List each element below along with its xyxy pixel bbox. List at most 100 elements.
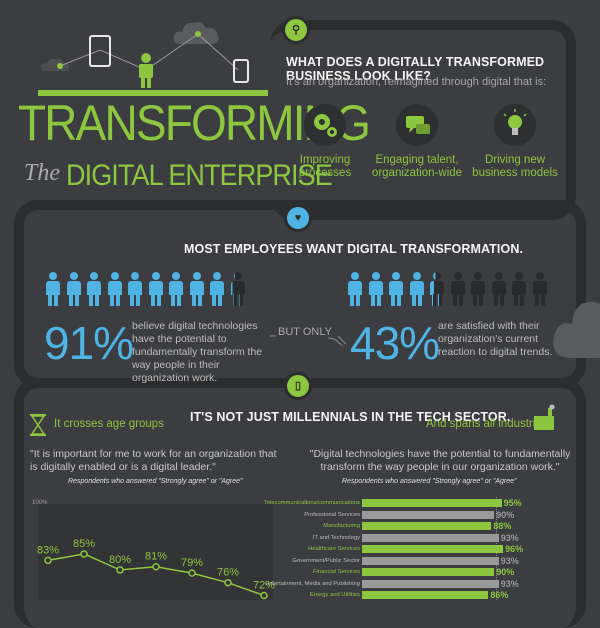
feature-driving-business-models: Driving new business models <box>460 104 570 180</box>
section1-subheading: It's an organization, reimagined through… <box>286 76 547 88</box>
section3-heading: IT'S NOT JUST MILLENNIALS IN THE TECH SE… <box>190 410 511 424</box>
arrow-icon <box>270 335 347 347</box>
data-point <box>152 562 160 571</box>
y-tick-label: 100% <box>32 500 48 506</box>
feature-improving-processes: Improving processes <box>270 104 380 180</box>
stat1-percent: 91% <box>44 317 134 369</box>
value-label: 96% <box>505 544 524 554</box>
left-caption: Respondents who answered "Strongly agree… <box>68 478 243 485</box>
category-label: Manufacturing <box>323 523 360 529</box>
gears-icon <box>304 104 346 146</box>
age-line-chart: 100% 83% 85% 80% 81% 79% 76% 72% <box>32 500 275 600</box>
bar <box>362 556 499 565</box>
right-label: And spans all industries <box>426 418 548 430</box>
bar-row: Energy and Utilities 86% <box>262 589 552 601</box>
data-label: 83% <box>37 544 59 556</box>
category-label: Entertainment, Media and Publishing <box>265 580 360 587</box>
stat2-percent: 43% <box>350 317 440 369</box>
data-label: 79% <box>181 557 203 569</box>
road-top <box>270 20 576 220</box>
category-label: Telecommunications/communications <box>263 500 360 506</box>
value-label: 93% <box>500 555 519 566</box>
data-point <box>80 550 88 558</box>
bar <box>362 579 499 588</box>
bar <box>362 510 495 519</box>
tablet-icon: ▯ <box>284 372 312 400</box>
data-point <box>44 556 52 565</box>
person-icon <box>346 272 364 306</box>
cloud-icon <box>553 301 600 358</box>
bar-row: Healthcare Services 96% <box>262 543 552 555</box>
person-icon <box>167 272 185 306</box>
bar-row: Professional Services 90% <box>262 509 552 521</box>
hero-title-line2: DIGITAL ENTERPRISE <box>66 159 333 192</box>
value-label: 90% <box>496 567 515 577</box>
person-icon <box>387 272 405 306</box>
factory-icon <box>534 404 555 430</box>
category-label: Healthcare Services <box>308 546 360 552</box>
bar-row: Entertainment, Media and Publishing 93% <box>262 578 552 590</box>
data-label: 72% <box>253 579 275 591</box>
data-label: 76% <box>217 567 239 579</box>
right-caption: Respondents who answered "Strongly agree… <box>342 478 517 485</box>
heart-icon: ♥ <box>284 204 312 232</box>
bar <box>362 591 489 599</box>
left-label: It crosses age groups <box>54 418 164 430</box>
person-icon <box>490 272 508 306</box>
bar-row: Manufacturing 88% <box>262 520 552 532</box>
data-point <box>116 566 124 574</box>
data-label: 81% <box>145 551 167 563</box>
data-point <box>224 578 232 587</box>
bar-row: Government/Public Sector 93% <box>262 555 552 567</box>
person-icon <box>229 272 247 306</box>
person-icon <box>469 272 487 306</box>
data-label: 80% <box>109 554 131 566</box>
bar <box>362 522 492 530</box>
bar-row: IT and Technology 93% <box>262 532 552 544</box>
stat1-text: believe digital technologies have the po… <box>132 320 263 384</box>
person-icon <box>510 272 528 306</box>
people-row-43 <box>346 272 551 306</box>
person-icon <box>65 272 83 306</box>
bar <box>362 568 495 576</box>
value-label: 95% <box>503 498 522 508</box>
person-icon <box>188 272 206 306</box>
person-icon <box>428 272 446 306</box>
data-label: 85% <box>73 538 95 550</box>
person-icon <box>147 272 165 306</box>
person-icon <box>449 272 467 306</box>
bar-row: Financial Services 90% <box>262 566 552 578</box>
right-quote: "Digital technologies have the potential… <box>309 448 571 473</box>
left-quote: "It is important for me to work for an o… <box>30 448 277 473</box>
person-icon <box>106 272 124 306</box>
bar <box>362 499 502 507</box>
feature-label-line1: Driving new <box>484 154 546 166</box>
person-icon <box>85 272 103 306</box>
category-label: IT and Technology <box>312 534 360 541</box>
but-only-label: BUT ONLY <box>278 326 332 338</box>
feature-label-line1: Engaging talent, <box>375 154 459 166</box>
search-icon: ⚲ <box>282 16 310 44</box>
data-point <box>188 569 196 577</box>
lightbulb-icon <box>494 104 536 146</box>
feature-label-line1: Improving <box>299 154 351 166</box>
feature-label-line2: organization-wide <box>371 167 463 179</box>
section2-heading: MOST EMPLOYEES WANT DIGITAL TRANSFORMATI… <box>184 242 524 256</box>
hero-title-the: The <box>24 160 60 186</box>
people-row-91 <box>44 272 249 306</box>
category-label: Financial Services <box>312 569 360 575</box>
bar <box>362 545 504 553</box>
industry-bar-chart: Telecommunications/communications 95% Prof… <box>262 497 582 600</box>
bar-row: Telecommunications/communications 95% <box>262 497 552 509</box>
value-label: 88% <box>493 521 512 531</box>
feature-label-line2: processes <box>298 167 352 179</box>
category-label: Professional Services <box>304 511 360 518</box>
data-point <box>260 591 268 600</box>
bar <box>362 533 499 542</box>
category-label: Energy and Utilities <box>310 592 360 598</box>
person-icon <box>208 272 226 306</box>
value-label: 86% <box>490 590 509 600</box>
value-label: 93% <box>500 532 519 543</box>
person-icon <box>126 272 144 306</box>
feature-engaging-talent: Engaging talent, organization-wide <box>362 104 472 180</box>
